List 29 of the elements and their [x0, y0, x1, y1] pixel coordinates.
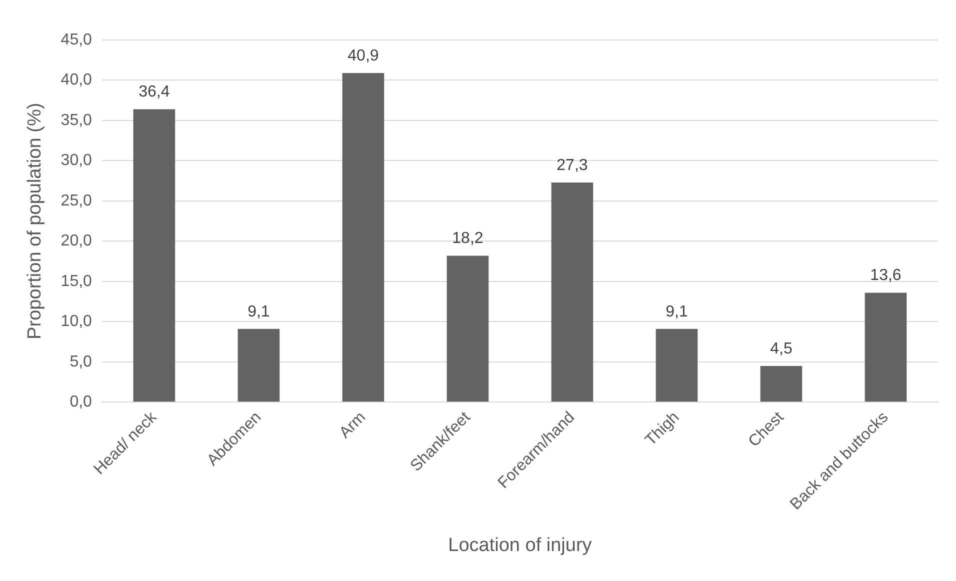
y-tick-label: 40,0: [60, 72, 92, 89]
data-label: 27,3: [556, 156, 588, 174]
y-tick-label: 25,0: [60, 192, 92, 210]
y-tick-label: 20,0: [60, 232, 92, 250]
data-label: 9,1: [248, 303, 270, 320]
bar: [864, 292, 907, 402]
data-label: 40,9: [348, 47, 379, 64]
y-tick-label: 30,0: [60, 152, 92, 170]
bar: [238, 328, 280, 402]
bar: [133, 109, 176, 402]
y-axis-title: Proportion of population (%): [24, 102, 46, 340]
data-label: 13,6: [870, 267, 902, 284]
data-label: 4,5: [770, 340, 792, 358]
y-tick-label: 10,0: [60, 313, 92, 330]
x-axis-title: Location of injury: [448, 534, 592, 556]
bar: [760, 366, 802, 402]
bar: [446, 256, 489, 402]
y-tick-label: 0,0: [70, 394, 92, 411]
bar: [342, 73, 384, 402]
data-label: 18,2: [452, 230, 484, 248]
y-tick-label: 35,0: [60, 112, 92, 129]
y-tick-label: 45,0: [60, 31, 92, 48]
data-label: 36,4: [138, 84, 170, 101]
data-label: 9,1: [666, 303, 688, 320]
y-tick-label: 15,0: [60, 272, 92, 290]
bar: [551, 182, 594, 402]
y-tick-label: 5,0: [70, 353, 92, 370]
bar: [656, 328, 698, 402]
x-tick-label: Arm: [336, 408, 370, 442]
